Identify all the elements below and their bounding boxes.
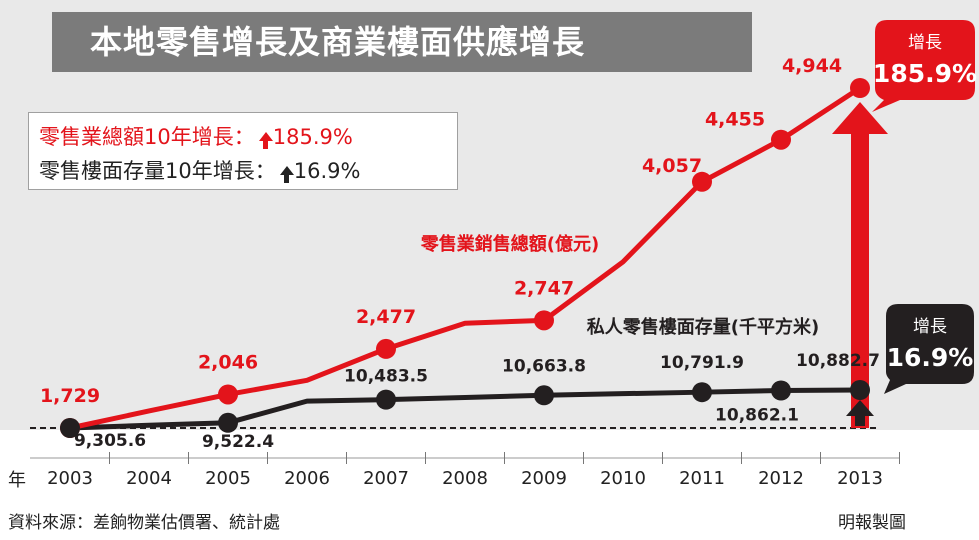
data-point-floor-space: [771, 380, 791, 401]
data-point-floor-space: [850, 380, 870, 400]
data-label-floor-space: 9,522.4: [202, 432, 274, 452]
legend-red-value: 185.9%: [272, 125, 353, 149]
x-tick-label: 2005: [205, 468, 251, 489]
credit-note: 明報製圖: [838, 513, 906, 533]
data-label-retail-sales: 2,747: [514, 277, 574, 299]
callout-black-value: 16.9%: [887, 343, 974, 372]
x-tick-label: 2012: [758, 468, 804, 489]
x-tick-label: 2007: [363, 468, 409, 489]
x-tick-label: 2013: [837, 468, 883, 489]
data-label-floor-space: 10,882.7: [796, 351, 880, 371]
data-point-floor-space: [376, 389, 396, 410]
chart-title: 本地零售增長及商業樓面供應增長: [90, 23, 586, 61]
x-axis-prefix: 年: [8, 470, 26, 491]
data-label-floor-space: 10,663.8: [502, 356, 586, 376]
data-label-retail-sales: 4,455: [705, 109, 765, 131]
data-point-floor-space: [534, 385, 554, 406]
series-line-retail-sales: [69, 85, 862, 431]
data-point-retail-sales: [218, 384, 238, 405]
x-tick-label: 2009: [521, 468, 567, 489]
data-label-floor-space: 9,305.6: [74, 431, 146, 451]
growth-arrow-black-stem: [855, 414, 865, 426]
data-label-retail-sales: 4,944: [782, 55, 842, 77]
x-tick-label: 2004: [126, 468, 172, 489]
data-point-floor-space: [692, 382, 712, 403]
data-label-floor-space: 10,483.5: [344, 367, 428, 387]
data-point-floor-space: [218, 412, 238, 433]
callout-red-label: 增長: [908, 33, 942, 53]
data-point-retail-sales: [771, 129, 791, 150]
data-label-retail-sales: 2,046: [198, 351, 258, 373]
title-banner: [52, 12, 752, 72]
data-label-retail-sales: 2,477: [356, 306, 416, 328]
series-name-floor-space: 私人零售樓面存量(千平方米): [587, 316, 819, 338]
callout-bubble-black: [884, 304, 974, 394]
legend-black-label: 零售樓面存量10年增長：: [39, 159, 276, 183]
data-point-retail-sales: [534, 310, 554, 331]
data-point-retail-sales: [692, 171, 712, 192]
legend-black: 零售樓面存量10年增長： 16.9%: [39, 155, 360, 185]
data-label-retail-sales: 1,729: [40, 385, 100, 407]
data-label-floor-space: 10,791.9: [660, 353, 744, 373]
data-point-floor-space: [60, 418, 80, 438]
legend-red: 零售業總額10年增長： 185.9%: [39, 121, 353, 151]
legend-red-label: 零售業總額10年增長：: [39, 125, 255, 149]
series-name-retail-sales: 零售業銷售總額(億元): [420, 233, 599, 255]
legend-box: 零售業總額10年增長： 185.9% 零售樓面存量10年增長： 16.9%: [28, 112, 458, 190]
up-arrow-stem: [262, 141, 268, 149]
line-chart: 2003 2004 2005 2006 2007 2008 2009 2010 2011 2012…: [30, 20, 977, 489]
up-arrow-stem: [283, 175, 289, 183]
data-point-retail-sales: [850, 78, 870, 98]
legend-black-value: 16.9%: [293, 159, 361, 183]
callout-bubble-red: [872, 20, 975, 112]
source-note: 資料來源：差餉物業估價署、統計處: [8, 513, 280, 533]
series-line-floor-space: [69, 387, 861, 431]
growth-arrow-red-head: [832, 102, 888, 134]
growth-arrow-black-head: [846, 400, 874, 416]
up-arrow-icon: [279, 165, 294, 175]
data-label-floor-space: 10,862.1: [715, 405, 799, 425]
data-point-retail-sales: [376, 338, 396, 359]
x-tick-label: 2011: [679, 468, 725, 489]
up-arrow-icon: [258, 131, 273, 141]
x-tick-label: 2006: [284, 468, 330, 489]
growth-arrow-red-stem: [851, 128, 869, 428]
callout-black-label: 增長: [913, 317, 947, 337]
x-tick-label: 2003: [47, 468, 93, 489]
x-tick-label: 2010: [600, 468, 646, 489]
x-tick-label: 2008: [442, 468, 488, 489]
callout-red-value: 185.9%: [873, 59, 977, 88]
data-label-retail-sales: 4,057: [642, 155, 702, 177]
